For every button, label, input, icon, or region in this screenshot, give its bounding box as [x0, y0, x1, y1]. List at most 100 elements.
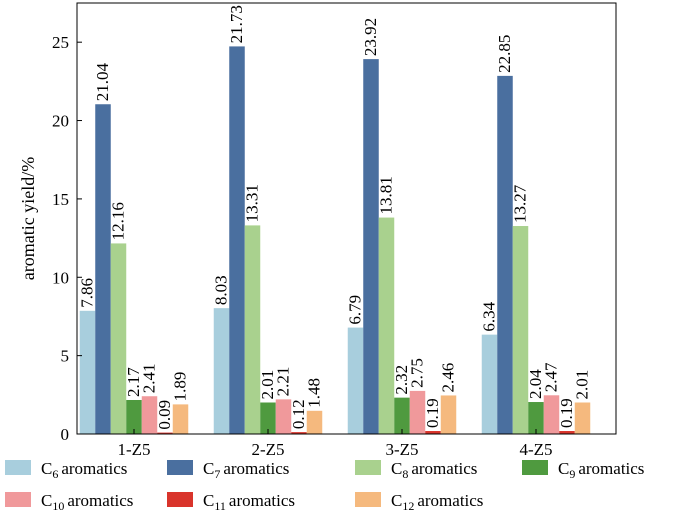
bar-12-1-Z5 [172, 404, 189, 434]
bar-12-3-Z5 [440, 395, 457, 434]
bar-6-1-Z5 [79, 310, 96, 434]
bar-10-3-Z5 [409, 390, 426, 434]
bar-9-3-Z5 [394, 397, 410, 434]
x-tick-label: 4-Z5 [519, 440, 552, 459]
legend-subscript: 8 [402, 467, 408, 481]
data-label: 2.04 [526, 369, 545, 399]
data-label: 21.73 [227, 5, 246, 43]
axes-frame [76, 2, 617, 435]
legend-subscript: 9 [569, 467, 575, 481]
legend-label-10: C10 aromatics [41, 491, 133, 513]
data-label: 21.04 [93, 62, 112, 101]
data-label: 2.32 [392, 365, 411, 395]
legend-base: C [391, 459, 402, 478]
data-label: 12.16 [109, 202, 128, 240]
legend-swatch-10 [5, 492, 31, 507]
data-label: 13.31 [243, 184, 262, 222]
legend-swatch-12 [355, 492, 381, 507]
bar-9-1-Z5 [126, 399, 142, 434]
legend-swatch-7 [167, 460, 193, 475]
bar-9-4-Z5 [528, 402, 544, 434]
legend-base: C [391, 491, 402, 510]
data-label: 2.75 [408, 358, 427, 388]
legend: C6 aromatics C7 aromatics C8 aromatics C9 aroma… [5, 459, 644, 513]
data-label: 7.86 [78, 278, 97, 308]
y-axis-label: aromatic yield/% [18, 157, 38, 280]
bar-11-2-Z5 [291, 432, 307, 434]
plot-area: 7.86 8.03 6.79 6.34 21.04 21.73 23.92 22.85 12.1… [18, 2, 617, 459]
x-tick-label: 3-Z5 [385, 440, 418, 459]
legend-label-12: C12 aromatics [391, 491, 483, 513]
legend-swatch-9 [522, 460, 548, 475]
legend-label-8: C8 aromatics [391, 459, 477, 481]
data-label: 2.46 [439, 363, 458, 393]
legend-suffix: aromatics [417, 491, 483, 510]
y-tick-label: 25 [52, 33, 69, 52]
legend-label-11: C11 aromatics [203, 491, 295, 513]
data-label: 2.17 [124, 367, 143, 397]
legend-subscript: 12 [402, 499, 414, 513]
bar-11-4-Z5 [559, 431, 575, 434]
data-label: 6.34 [480, 301, 499, 331]
bar-7-3-Z5 [363, 59, 379, 434]
bar-12-2-Z5 [306, 410, 323, 434]
bar-9-2-Z5 [260, 402, 276, 434]
data-label: 2.01 [258, 370, 277, 400]
y-tick-label: 20 [52, 112, 69, 131]
data-label: 1.48 [305, 378, 324, 408]
legend-suffix: aromatics [411, 459, 477, 478]
legend-subscript: 10 [52, 499, 64, 513]
bar-8-2-Z5 [244, 225, 261, 434]
data-label: 23.92 [361, 18, 380, 56]
legend-base: C [203, 491, 214, 510]
x-tick-label: 1-Z5 [117, 440, 150, 459]
bar-6-2-Z5 [213, 308, 230, 434]
legend-suffix: aromatics [223, 459, 289, 478]
legend-swatch-6 [5, 460, 31, 475]
y-tick-label: 0 [61, 425, 70, 444]
legend-base: C [203, 459, 214, 478]
bar-10-4-Z5 [543, 395, 560, 434]
legend-subscript: 7 [214, 467, 220, 481]
bar-11-3-Z5 [425, 431, 441, 434]
data-label: 0.12 [289, 399, 308, 429]
bar-8-1-Z5 [110, 243, 127, 434]
legend-suffix: aromatics [578, 459, 644, 478]
data-label: 1.89 [171, 372, 190, 402]
data-label: 2.01 [573, 370, 592, 400]
data-label: 2.47 [542, 362, 561, 392]
bar-6-3-Z5 [347, 327, 364, 434]
bar-6-4-Z5 [481, 334, 498, 434]
bar-10-2-Z5 [275, 399, 292, 434]
legend-swatch-8 [355, 460, 381, 475]
data-label: 0.19 [557, 398, 576, 428]
data-label: 6.79 [346, 295, 365, 325]
bar-7-4-Z5 [497, 75, 513, 435]
y-tick-label: 15 [52, 190, 69, 209]
data-label: 13.27 [511, 184, 530, 223]
data-label: 2.21 [274, 367, 293, 397]
data-label: 22.85 [495, 35, 514, 73]
bar-8-3-Z5 [378, 217, 395, 434]
data-label: 8.03 [212, 275, 231, 305]
y-tick-label: 5 [61, 347, 70, 366]
legend-suffix: aromatics [61, 459, 127, 478]
legend-swatch-11 [167, 492, 193, 507]
y-tick-label: 10 [52, 268, 69, 287]
data-label: 0.19 [423, 398, 442, 428]
legend-base: C [558, 459, 569, 478]
legend-base: C [41, 459, 52, 478]
bar-12-4-Z5 [574, 402, 591, 434]
data-label: 2.41 [140, 363, 159, 393]
legend-suffix: aromatics [67, 491, 133, 510]
bar-7-1-Z5 [95, 104, 111, 434]
bar-8-4-Z5 [512, 226, 529, 434]
legend-base: C [41, 491, 52, 510]
legend-subscript: 6 [52, 467, 58, 481]
legend-suffix: aromatics [229, 491, 295, 510]
legend-label-7: C7 aromatics [203, 459, 289, 481]
bar-10-1-Z5 [141, 396, 158, 434]
data-label: 0.09 [155, 400, 174, 430]
